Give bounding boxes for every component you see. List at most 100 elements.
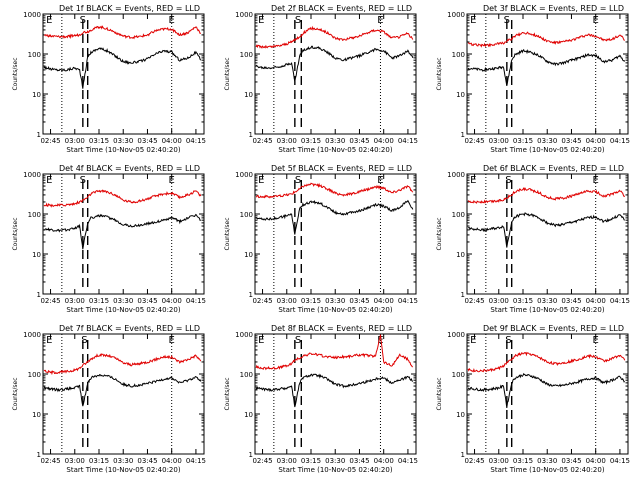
marker-label-e: E	[377, 15, 383, 26]
y-axis-label: Counts/sec	[224, 377, 231, 410]
x-tick-label: 03:00	[489, 297, 509, 305]
y-axis-label: Counts/sec	[224, 217, 231, 250]
panel-det-7: Det 7f BLACK = Events, RED = LLD 1 10 100 10…	[12, 324, 206, 474]
x-tick-label: 03:30	[113, 137, 133, 145]
x-tick-label: 03:45	[137, 457, 157, 465]
y-tick-label: 100	[28, 371, 41, 379]
x-tick-label: 02:45	[252, 297, 272, 305]
panel-det-3: Det 3f BLACK = Events, RED = LLD 1 10 100 10…	[436, 4, 630, 154]
y-tick-label: 1	[461, 291, 465, 299]
y-axis-label: Counts/sec	[12, 57, 19, 90]
x-tick-label: 03:45	[561, 137, 581, 145]
x-tick-label: 03:45	[349, 137, 369, 145]
marker-label-e: E	[470, 335, 476, 346]
marker-label-s: S	[295, 15, 301, 26]
series-line-lld	[255, 334, 414, 371]
y-tick-label: 1	[37, 451, 41, 459]
x-axis-label: Start Time (10-Nov-05 02:40:20)	[490, 306, 604, 314]
x-tick-label: 04:15	[186, 457, 206, 465]
y-tick-label: 1	[461, 131, 465, 139]
x-tick-label: 03:45	[561, 457, 581, 465]
y-tick-label: 10	[456, 91, 465, 99]
x-tick-label: 04:00	[162, 457, 182, 465]
series-line-lld	[44, 25, 201, 40]
plot-frame	[42, 173, 205, 295]
series-line-lld	[255, 25, 414, 49]
y-axis-label: Counts/sec	[12, 377, 19, 410]
x-tick-label: 03:45	[137, 297, 157, 305]
marker-label-e: E	[377, 335, 383, 346]
y-axis-label: Counts/sec	[436, 57, 443, 90]
y-tick-label: 100	[28, 211, 41, 219]
x-tick-label: 03:45	[349, 297, 369, 305]
y-tick-label: 1000	[23, 331, 41, 339]
plot-frame	[42, 333, 205, 455]
x-tick-label: 04:00	[586, 457, 606, 465]
panel-det-1: Det 1f BLACK = Events, RED = LLD 1 10 100 10…	[12, 4, 206, 154]
y-tick-label: 1000	[447, 331, 465, 339]
marker-label-e: E	[258, 15, 264, 26]
marker-label-e: E	[169, 335, 175, 346]
y-tick-label: 10	[244, 411, 253, 419]
series-line-lld	[255, 182, 414, 199]
y-tick-label: 100	[452, 51, 465, 59]
x-tick-label: 03:30	[113, 297, 133, 305]
marker-label-e: E	[46, 15, 52, 26]
marker-label-s: S	[80, 15, 86, 26]
series-line-lld	[43, 353, 202, 376]
x-tick-label: 03:00	[489, 457, 509, 465]
x-tick-label: 03:30	[537, 457, 557, 465]
panel-det-6: Det 6f BLACK = Events, RED = LLD 1 10 100 10…	[436, 164, 630, 314]
y-axis-label: Counts/sec	[224, 57, 231, 90]
x-tick-label: 04:15	[398, 137, 418, 145]
series-line-events	[467, 212, 625, 248]
x-tick-label: 03:45	[561, 297, 581, 305]
panel-det-4: Det 4f BLACK = Events, RED = LLD 1 10 100 10…	[12, 164, 206, 314]
y-tick-label: 1000	[23, 171, 41, 179]
panel-title: Det 4f BLACK = Events, RED = LLD	[59, 164, 200, 173]
y-tick-label: 1000	[447, 171, 465, 179]
x-tick-label: 02:45	[252, 137, 272, 145]
y-tick-label: 100	[240, 51, 253, 59]
y-tick-label: 1	[37, 131, 41, 139]
plot-frame	[254, 13, 417, 135]
y-axis-label: Counts/sec	[436, 217, 443, 250]
marker-label-s: S	[504, 15, 510, 26]
marker-label-e: E	[377, 175, 383, 186]
x-tick-label: 03:30	[537, 297, 557, 305]
y-tick-label: 10	[32, 251, 41, 259]
y-tick-label: 1	[461, 451, 465, 459]
marker-label-s: S	[295, 175, 301, 186]
marker-label-s: S	[505, 175, 511, 186]
x-tick-label: 04:00	[162, 137, 182, 145]
y-tick-label: 100	[452, 371, 465, 379]
y-tick-label: 1000	[447, 11, 465, 19]
x-tick-label: 03:15	[89, 137, 109, 145]
y-tick-label: 1000	[23, 11, 41, 19]
y-tick-label: 1	[249, 131, 253, 139]
x-tick-label: 03:30	[325, 297, 345, 305]
series-line-events	[43, 47, 202, 89]
plot-frame	[466, 173, 629, 295]
marker-label-e: E	[593, 175, 599, 186]
x-tick-label: 03:30	[113, 457, 133, 465]
x-tick-label: 04:00	[162, 297, 182, 305]
y-tick-label: 1	[249, 451, 253, 459]
y-axis-label: Counts/sec	[12, 217, 19, 250]
x-tick-label: 04:15	[610, 137, 630, 145]
x-tick-label: 02:45	[40, 457, 60, 465]
marker-label-s: S	[295, 335, 301, 346]
x-axis-label: Start Time (10-Nov-05 02:40:20)	[66, 466, 180, 474]
y-tick-label: 10	[456, 251, 465, 259]
x-tick-label: 02:45	[464, 297, 484, 305]
x-tick-label: 03:30	[537, 137, 557, 145]
x-tick-label: 04:15	[610, 457, 630, 465]
x-tick-label: 04:15	[186, 137, 206, 145]
x-tick-label: 03:00	[489, 137, 509, 145]
marker-label-e: E	[258, 335, 264, 346]
x-tick-label: 04:15	[398, 457, 418, 465]
x-tick-label: 03:15	[301, 137, 321, 145]
panel-title: Det 6f BLACK = Events, RED = LLD	[483, 164, 624, 173]
x-tick-label: 04:15	[398, 297, 418, 305]
